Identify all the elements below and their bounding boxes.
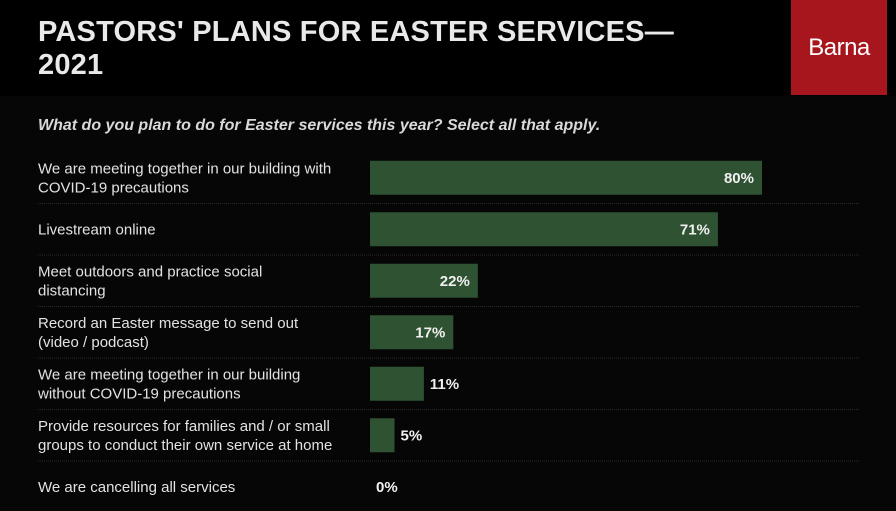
- category-label-line: Meet outdoors and practice social: [38, 263, 262, 280]
- value-label: 17%: [415, 324, 445, 341]
- value-label: 80%: [724, 170, 754, 187]
- value-label: 71%: [680, 221, 710, 238]
- category-label-line: Livestream online: [38, 221, 156, 238]
- category-label-line: We are meeting together in our building …: [38, 160, 331, 177]
- title-band: [0, 0, 896, 96]
- category-label-line: Record an Easter message to send out: [38, 315, 299, 332]
- category-label-line: Provide resources for families and / or …: [38, 418, 330, 435]
- category-label-line: COVID-19 precautions: [38, 179, 189, 196]
- category-label-line: groups to conduct their own service at h…: [38, 437, 332, 454]
- value-label: 0%: [376, 479, 398, 496]
- value-label: 22%: [440, 273, 470, 290]
- bar: [370, 160, 762, 195]
- category-label: Provide resources for families and / or …: [38, 418, 332, 454]
- category-label: Meet outdoors and practice social distanc…: [38, 263, 262, 299]
- bar: [370, 315, 454, 350]
- bar: [370, 263, 478, 298]
- category-label-line: without COVID-19 precautions: [37, 385, 241, 402]
- barna-logo-text: Barna: [808, 33, 870, 61]
- category-label-line: We are meeting together in our building: [38, 366, 300, 383]
- value-label: 11%: [430, 376, 459, 393]
- category-label: We are cancelling all services: [38, 479, 235, 496]
- category-label-line: (video / podcast): [38, 334, 149, 351]
- bar: [370, 418, 395, 453]
- bar: [370, 366, 424, 401]
- chart-title-line-2: 2021: [38, 49, 104, 81]
- category-label-line: distancing: [38, 282, 106, 299]
- category-label-line: We are cancelling all services: [38, 479, 235, 496]
- value-label: 5%: [401, 427, 423, 444]
- category-label: Livestream online: [38, 221, 156, 238]
- chart-title: PASTORS' PLANS FOR EASTER SERVICES— 2021: [38, 16, 758, 82]
- chart-title-line-1: PASTORS' PLANS FOR EASTER SERVICES—: [38, 16, 674, 48]
- category-label: We are meeting together in our building w…: [37, 366, 300, 402]
- bar: [370, 212, 718, 247]
- barna-logo: Barna: [791, 0, 887, 95]
- category-label: Record an Easter message to send out (vid…: [38, 315, 299, 351]
- category-label: We are meeting together in our building …: [38, 160, 331, 196]
- survey-question: What do you plan to do for Easter servic…: [38, 117, 601, 134]
